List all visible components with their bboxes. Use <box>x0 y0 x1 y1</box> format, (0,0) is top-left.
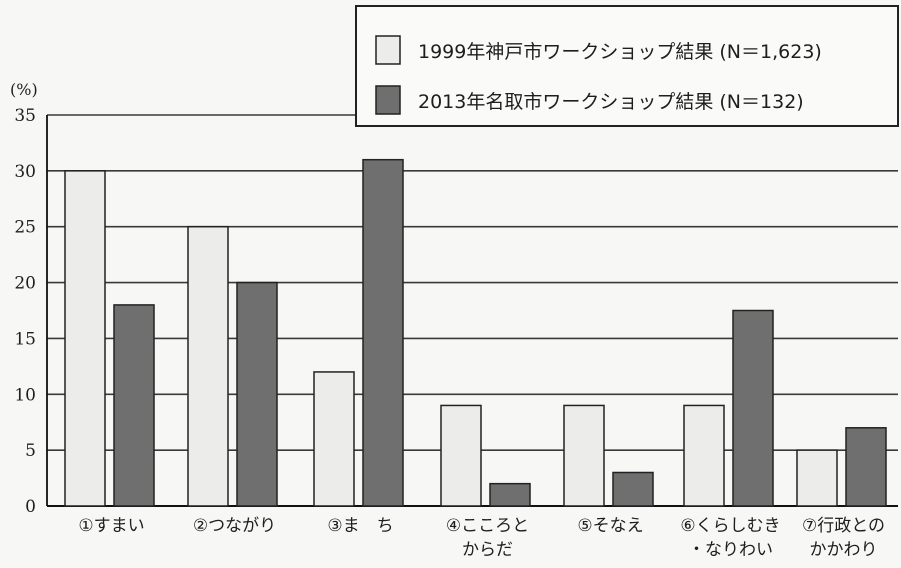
x-tick-label: かかわり <box>810 540 878 560</box>
y-tick-label: 0 <box>25 497 36 517</box>
y-tick-label: 35 <box>14 106 36 126</box>
legend: 1999年神戸市ワークショップ結果 (N＝1,623) 2013年名取市ワークショ… <box>355 5 899 127</box>
x-tick-label: ③ま ち <box>327 516 393 536</box>
legend-label: 1999年神戸市ワークショップ結果 (N＝1,623) <box>418 41 822 63</box>
bar-natori-2013 <box>845 427 887 507</box>
x-tick-label: からだ <box>462 540 513 560</box>
bar-kobe-1999 <box>313 371 355 507</box>
x-tick-label: ④こころと <box>446 516 529 536</box>
legend-label: 2013年名取市ワークショップ結果 (N＝132) <box>418 91 804 113</box>
bar-kobe-1999 <box>187 225 229 507</box>
bar-kobe-1999 <box>796 449 838 507</box>
bar-natori-2013 <box>362 158 404 507</box>
bar-natori-2013 <box>236 281 278 507</box>
bar-natori-2013 <box>732 309 774 507</box>
y-tick-label: 25 <box>14 218 36 238</box>
y-axis-label: (%) <box>10 80 38 99</box>
bar-kobe-1999 <box>64 170 106 507</box>
x-tick-label: ⑦行政との <box>802 516 885 536</box>
x-tick-label: ・なりわい <box>688 540 773 560</box>
y-tick-label: 20 <box>14 274 36 294</box>
y-tick-label: 30 <box>14 162 36 182</box>
legend-swatch <box>375 85 401 115</box>
bar-natori-2013 <box>113 304 155 507</box>
bar-natori-2013 <box>612 471 654 507</box>
legend-swatch <box>375 35 401 65</box>
x-tick-label: ⑤そなえ <box>577 516 643 536</box>
x-tick-label: ②つながり <box>193 516 276 536</box>
legend-box <box>355 5 899 127</box>
y-tick-label: 5 <box>25 441 36 461</box>
bar-kobe-1999 <box>440 404 482 507</box>
bars <box>64 158 887 507</box>
y-tick-label: 15 <box>14 329 36 349</box>
x-tick-label: ⑥くらしむき <box>680 516 780 536</box>
bar-kobe-1999 <box>683 404 725 507</box>
y-tick-label: 10 <box>14 385 36 405</box>
bar-natori-2013 <box>489 482 531 507</box>
axes: 0 5 10 15 20 25 30 35 (%) <box>10 80 48 517</box>
bar-kobe-1999 <box>563 404 605 507</box>
x-tick-label: ①すまい <box>78 516 144 536</box>
